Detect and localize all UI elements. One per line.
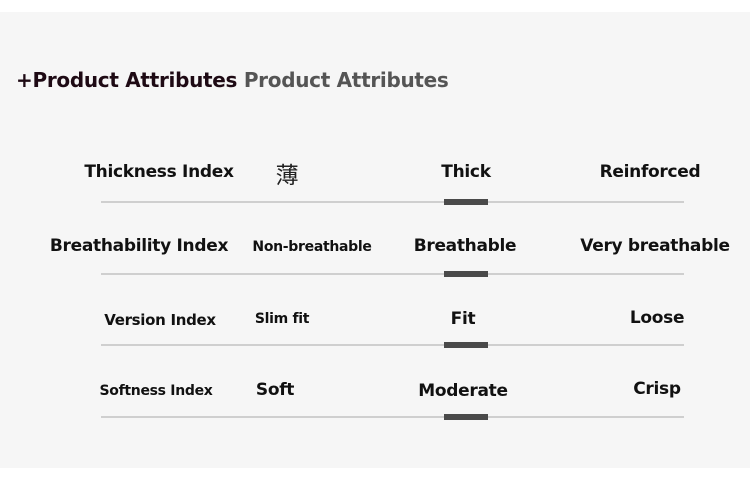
attributes-panel xyxy=(0,12,750,468)
attribute-label: Thickness Index xyxy=(84,162,234,182)
scale-track xyxy=(101,201,684,203)
scale-track xyxy=(101,273,684,275)
option-low: 薄 xyxy=(275,163,299,189)
title-primary: +Product Attributes xyxy=(16,68,238,92)
option-mid: Breathable xyxy=(413,236,517,256)
scale-track xyxy=(101,416,684,418)
scale-marker xyxy=(444,414,488,420)
option-mid: Fit xyxy=(450,309,476,329)
option-high: Very breathable xyxy=(580,236,730,256)
section-title: +Product Attributes Product Attributes xyxy=(16,68,449,92)
option-high: Reinforced xyxy=(599,162,701,182)
option-mid: Moderate xyxy=(418,381,508,401)
option-low: Soft xyxy=(255,380,295,400)
title-secondary: Product Attributes xyxy=(243,68,449,92)
option-high: Crisp xyxy=(633,379,681,399)
scale-marker xyxy=(444,342,488,348)
scale-marker xyxy=(444,199,488,205)
attribute-label: Version Index xyxy=(104,311,216,329)
attribute-label: Softness Index xyxy=(99,383,213,399)
option-low: Non-breathable xyxy=(252,239,372,255)
option-mid: Thick xyxy=(441,162,491,182)
option-low: Slim fit xyxy=(254,311,310,327)
scale-track xyxy=(101,344,684,346)
option-high: Loose xyxy=(629,308,685,328)
scale-marker xyxy=(444,271,488,277)
attribute-label: Breathability Index xyxy=(49,236,229,256)
